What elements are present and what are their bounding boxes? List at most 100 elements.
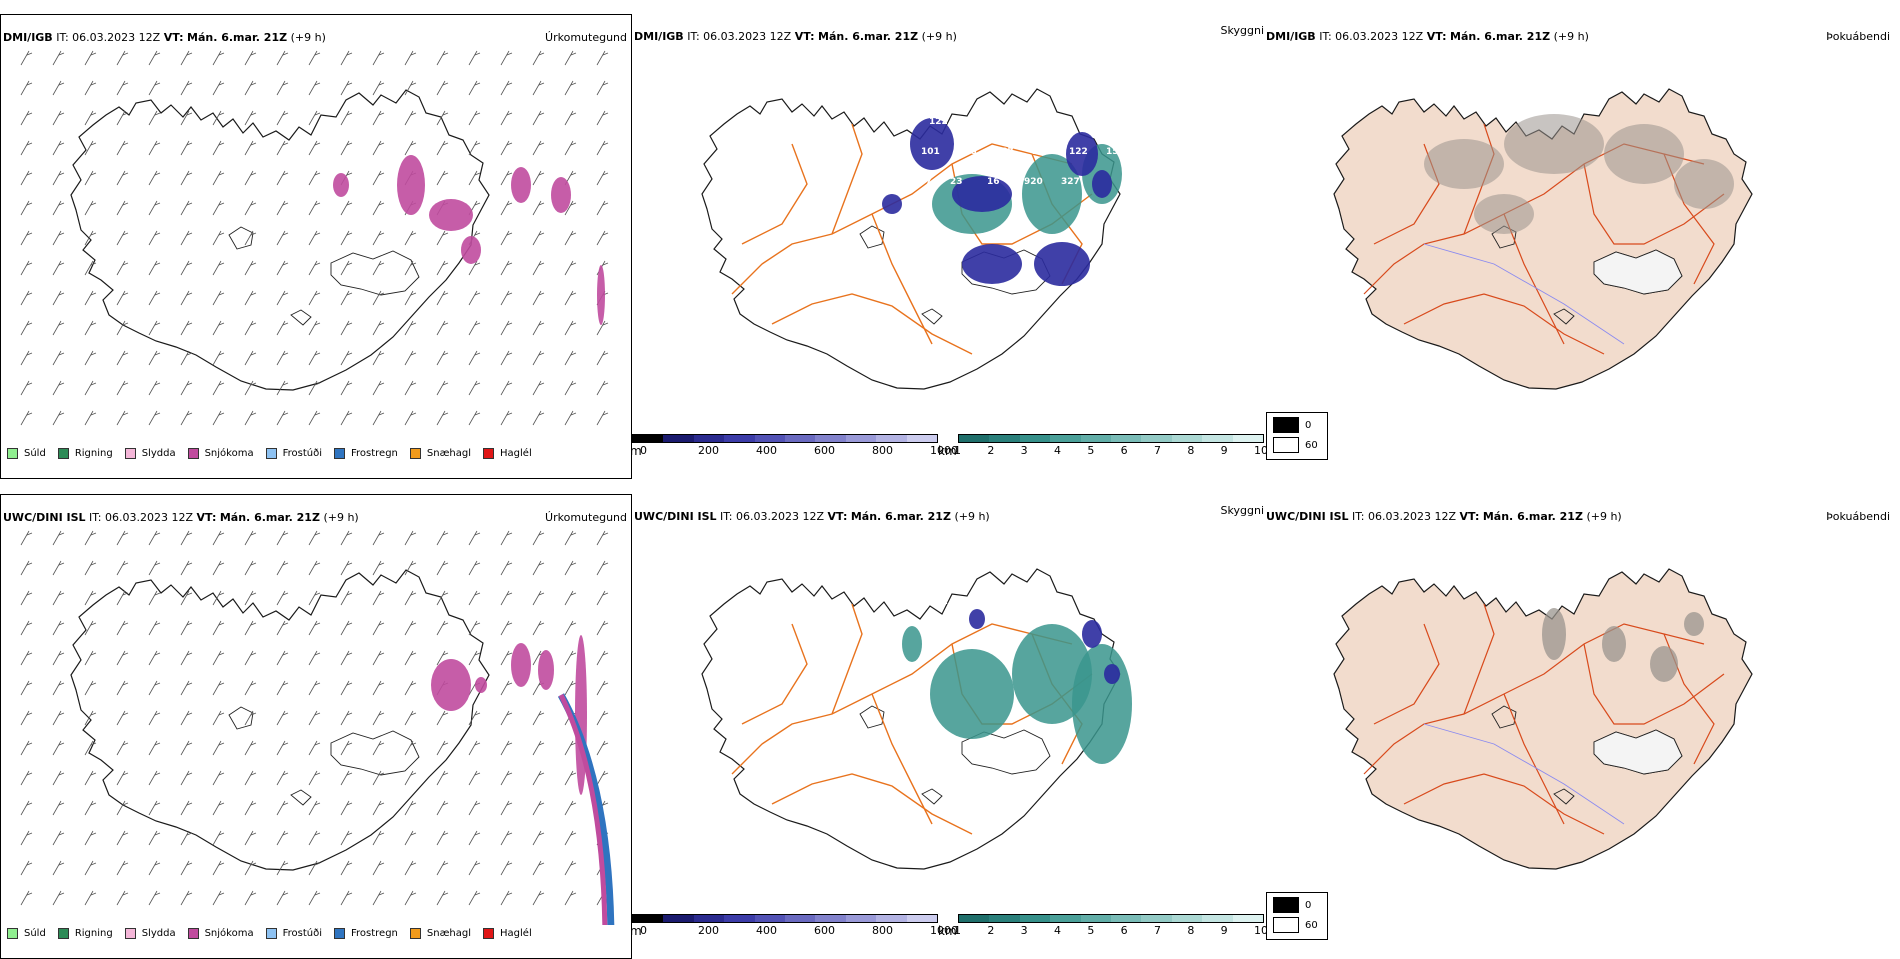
wind-barb (180, 710, 193, 726)
wind-barb (436, 620, 449, 636)
wind-barb (84, 680, 97, 696)
road-line (741, 623, 808, 725)
wind-barb (84, 320, 97, 336)
panel-title: Skyggni (1220, 24, 1264, 37)
road-line (1663, 153, 1715, 285)
wind-barb (308, 380, 321, 396)
cloud-base-value: 122 (929, 117, 948, 127)
wind-barb (436, 140, 449, 156)
legend-label: Snjókoma (204, 928, 254, 939)
wind-barb (404, 80, 417, 96)
wind-barb (212, 380, 225, 396)
iceland-map: 231 251 323 232 130 716 327 38 17 (701, 568, 1133, 870)
wind-barb (532, 800, 545, 816)
wind-barb (436, 590, 449, 606)
legend-label: Haglél (500, 448, 532, 459)
colorbars-top: m 0 200 400 600 800 1000 km 1 2 3 4 5 6 7 8 9 10 (630, 434, 1332, 462)
precip-legend-item: Frostúði (265, 448, 322, 459)
fog-legend-top: 0 60 (1266, 412, 1328, 460)
wind-barb (596, 80, 609, 96)
wind-barb (436, 50, 449, 66)
road-line (871, 213, 933, 345)
wind-barb (276, 650, 289, 666)
precip-legend-item: Slydda (124, 448, 176, 459)
wind-barb (212, 80, 225, 96)
wind-barb (180, 800, 193, 816)
colorbar-tick-label: 7 (1154, 924, 1161, 937)
colorbar-segment (784, 915, 816, 922)
wind-barb (116, 830, 129, 846)
wind-barb (564, 560, 577, 576)
wind-barb (244, 650, 257, 666)
wind-barb (372, 140, 385, 156)
precip-legend-item: Súld (7, 448, 46, 459)
wind-barb (404, 590, 417, 606)
wind-barb (244, 770, 257, 786)
fog-legend-item: 60 (1273, 437, 1321, 453)
wind-barb (244, 80, 257, 96)
wind-barb (276, 110, 289, 126)
wind-barb (148, 260, 161, 276)
wind-barb (180, 410, 193, 426)
iceland-map (1333, 568, 1753, 870)
wind-barb (532, 410, 545, 426)
wind-barb (276, 710, 289, 726)
wind-barb (244, 230, 257, 246)
legend-label: Snjókoma (204, 448, 254, 459)
colorbar-segment (1050, 915, 1081, 922)
wind-barb (468, 650, 481, 666)
weather-area (1650, 646, 1678, 682)
colorbar-tick-label: 8 (1187, 444, 1195, 457)
wind-barb (244, 200, 257, 216)
wind-barb (372, 680, 385, 696)
wind-barb (564, 350, 577, 366)
wind-barb (212, 560, 225, 576)
cloud-base-value: 160 (1003, 117, 1022, 127)
legend-swatch (57, 448, 69, 459)
wind-barb (212, 530, 225, 546)
wind-barb (244, 350, 257, 366)
wind-barb (116, 770, 129, 786)
legend-label: Snæhagl (426, 928, 472, 939)
wind-barb (596, 620, 609, 636)
wind-barb (52, 650, 65, 666)
colorbar-tick-label: 800 (872, 924, 893, 937)
wind-barb (500, 890, 513, 906)
cloud-base-value: 155 (892, 117, 911, 127)
wind-barb (436, 170, 449, 186)
wind-barb (180, 170, 193, 186)
wind-barb (52, 320, 65, 336)
wind-barb (404, 230, 417, 246)
colorbar-segment (1019, 915, 1051, 922)
colorbar-segment (663, 915, 694, 922)
wind-barb (436, 710, 449, 726)
wind-barb (212, 350, 225, 366)
legend-label: Frostúði (282, 448, 322, 459)
glacier-outline (228, 706, 254, 730)
wind-barb (20, 380, 33, 396)
wind-barb (244, 890, 257, 906)
cloud-base-value: 387 (995, 147, 1014, 157)
wind-barb (148, 740, 161, 756)
cloud-base-panel-top: DMI/IGB IT: 06.03.2023 12Z VT: Mán. 6.ma… (632, 14, 1264, 479)
wind-barb (564, 830, 577, 846)
wind-barb (20, 290, 33, 306)
wind-barb (212, 410, 225, 426)
wind-barb (20, 200, 33, 216)
wind-barb (180, 200, 193, 216)
panel-header: UWC/DINI ISL IT: 06.03.2023 12Z VT: Mán.… (3, 511, 359, 524)
wind-barb (308, 170, 321, 186)
wind-barb (244, 740, 257, 756)
wind-barb (276, 200, 289, 216)
colorbar-segment (989, 915, 1020, 922)
wind-barb (404, 110, 417, 126)
wind-barb (532, 80, 545, 96)
weather-area (1424, 139, 1504, 189)
colorbar-segment (845, 915, 877, 922)
legend-label: Haglél (500, 928, 532, 939)
wind-barb (308, 830, 321, 846)
legend-swatch (124, 928, 136, 939)
wind-barb (468, 410, 481, 426)
wind-barb (84, 80, 97, 96)
wind-barb (372, 230, 385, 246)
